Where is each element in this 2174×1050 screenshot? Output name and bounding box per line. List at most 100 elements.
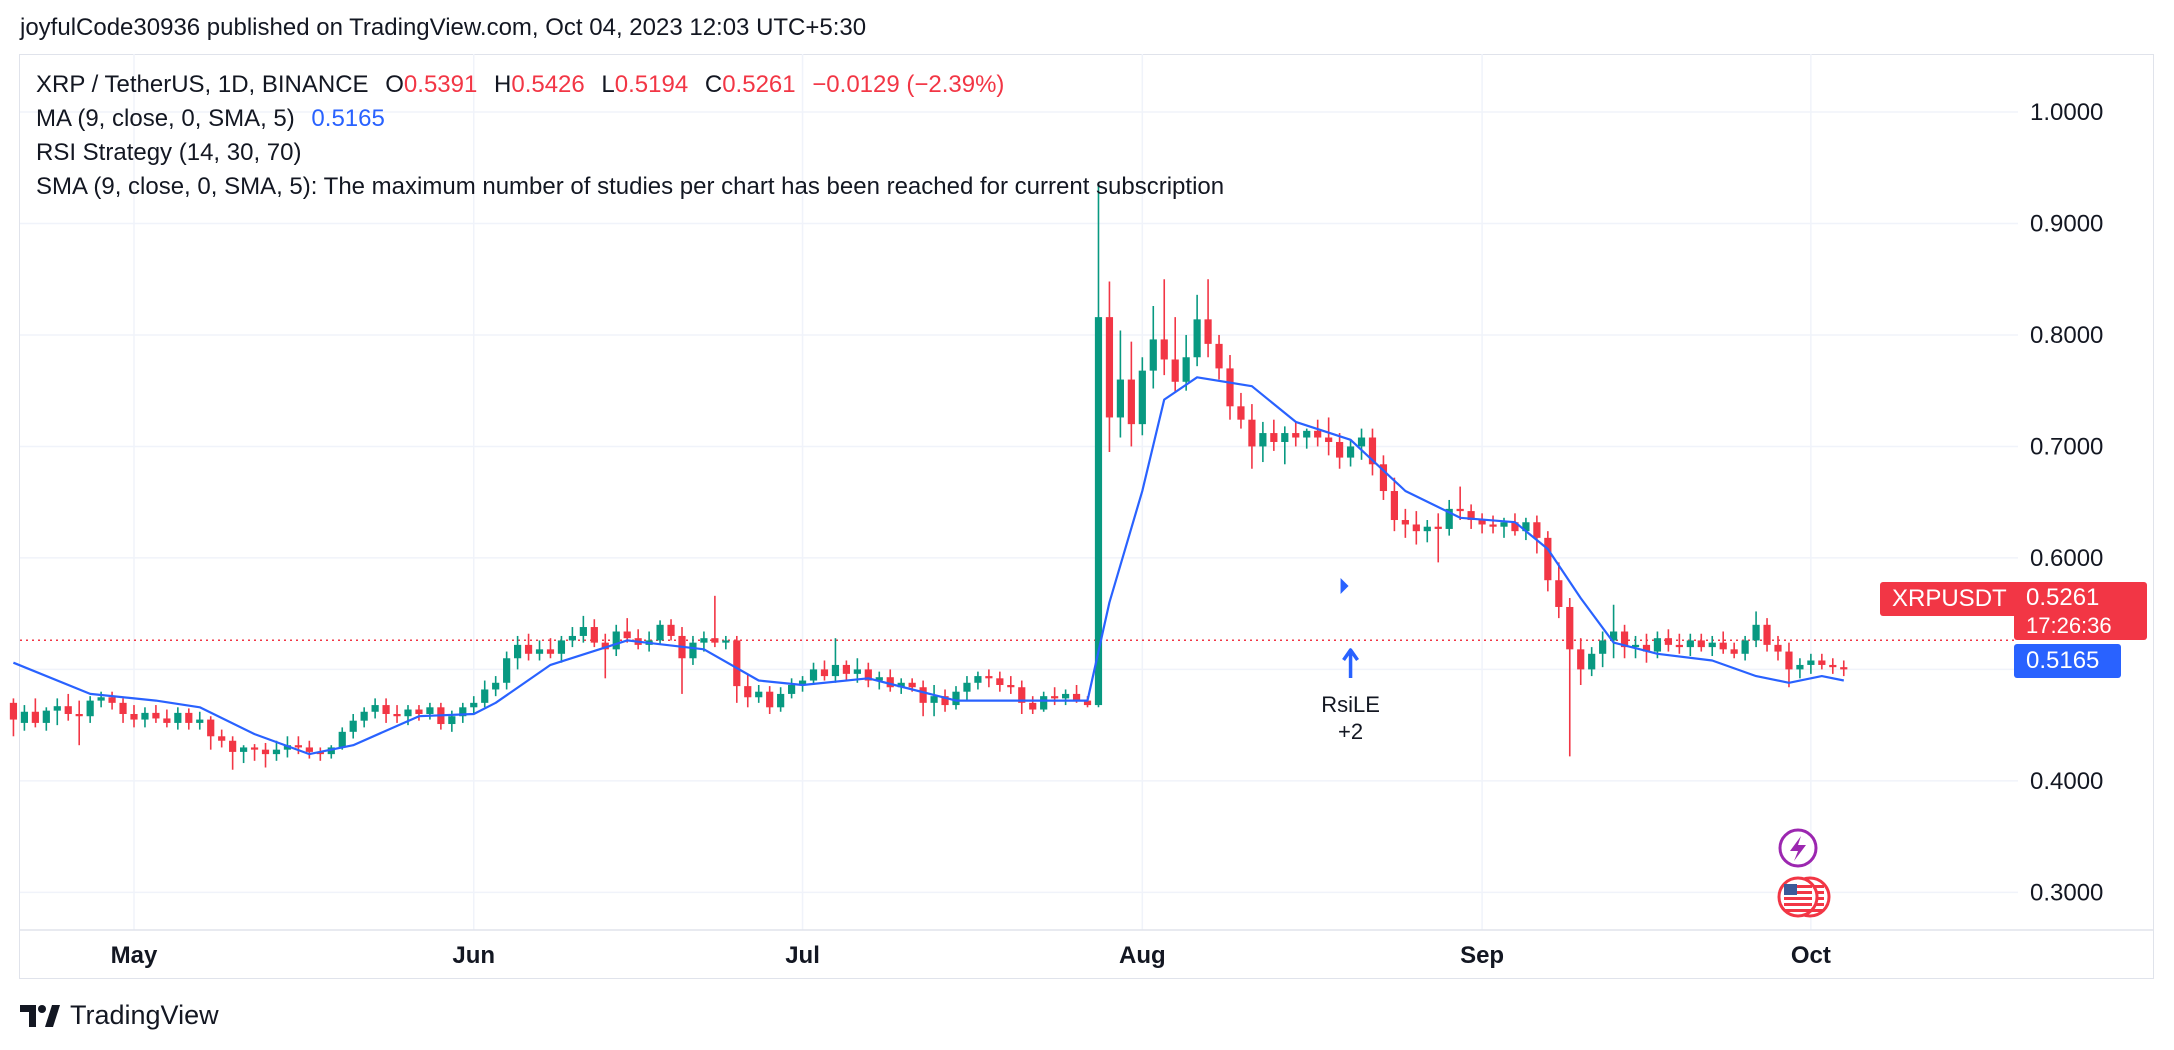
legend-sma-message: SMA (9, close, 0, SMA, 5): The maximum n… [36,173,1224,201]
candle-body [261,749,270,755]
candle [174,707,182,730]
candle [930,685,938,717]
candle-body [656,624,664,641]
candle [393,705,401,723]
candle-body [1292,433,1300,438]
candle [809,662,818,686]
candle [1588,647,1596,677]
candle [1062,689,1070,706]
candle [1741,635,1749,661]
candle [1807,653,1815,674]
candle [1730,642,1738,659]
legend-rsi[interactable]: RSI Strategy (14, 30, 70) [36,139,301,167]
candle-body [1610,631,1618,641]
candle [1292,421,1300,447]
candle-body [1500,522,1508,527]
candle-body [1423,526,1431,532]
flag-stripe [1784,897,1812,900]
candle [207,716,215,750]
candle-body [1083,700,1092,706]
candle [1029,696,1037,714]
candle-body [1160,339,1168,360]
candle-body [1566,606,1574,650]
candle-body [535,649,544,654]
candle [470,696,478,714]
candle-body [185,712,193,723]
x-tick-label: May [111,942,158,969]
chart-frame [19,54,2154,979]
candle-body [470,702,478,708]
candle [119,698,127,723]
candle [1620,624,1629,659]
candle [689,635,697,665]
candle [31,698,39,728]
candle-body [524,644,533,654]
candle [1719,631,1727,654]
candle-body [733,640,741,687]
candle-body [53,706,61,711]
candle [974,671,982,690]
candle [1357,428,1366,460]
candle [1642,633,1651,663]
candle [952,686,960,710]
candle [579,615,587,643]
legend-l-label: L [601,71,615,98]
candle [1314,419,1322,447]
candle-body [842,664,850,674]
candle-body [1752,624,1760,641]
lightning-icon [1778,828,1818,868]
candle [141,707,149,728]
candle [601,633,609,679]
candle [1018,680,1026,714]
candle-body [1708,642,1716,648]
candle-body [1478,520,1486,525]
candle-body [1774,644,1782,652]
candle [919,680,927,717]
tradingview-logo[interactable]: TradingView [20,1000,219,1031]
candle [711,595,719,648]
candle [777,687,785,712]
candle [1182,334,1190,391]
candle-body [897,682,905,688]
flag-stripe [1784,903,1812,906]
candle-body [777,693,785,708]
candle [1544,531,1552,592]
candle-body [272,749,281,755]
candle [1456,486,1464,521]
candle [218,729,226,748]
legend-h-label: H [494,71,512,98]
candle-body [152,712,160,719]
candle-body [1051,696,1059,699]
signal-label: RsiLE [1321,692,1380,717]
event-icons [1777,828,1831,918]
legend-ohlc[interactable]: XRP / TetherUS, 1D, BINANCE O0.5391 H0.5… [36,71,1004,99]
candles [9,183,1848,770]
candle [316,747,324,761]
candle-body [196,719,204,723]
candle-body [86,700,94,717]
candle-body [579,627,587,636]
candle [514,635,522,670]
candle-body [20,711,28,723]
candle-body [1116,379,1124,418]
candle [1467,504,1475,529]
candle [744,673,752,708]
candle [360,707,368,728]
ma-price-tag: 0.5165 [2014,644,2121,678]
flag-stripe [1784,909,1812,912]
candle [1007,676,1015,694]
legend-ma[interactable]: MA (9, close, 0, SMA, 5) 0.5165 [36,105,385,133]
candle [656,620,664,645]
candle-body [755,691,763,698]
candle-body [1018,687,1026,703]
candle [1193,294,1201,367]
candle-body [1785,651,1793,670]
candle-body [1281,433,1289,442]
candle [1160,279,1168,376]
candle [1040,691,1048,712]
candle-body [1807,660,1815,665]
candle [1566,598,1574,757]
candle-body [1412,524,1420,532]
candle [1664,629,1672,652]
